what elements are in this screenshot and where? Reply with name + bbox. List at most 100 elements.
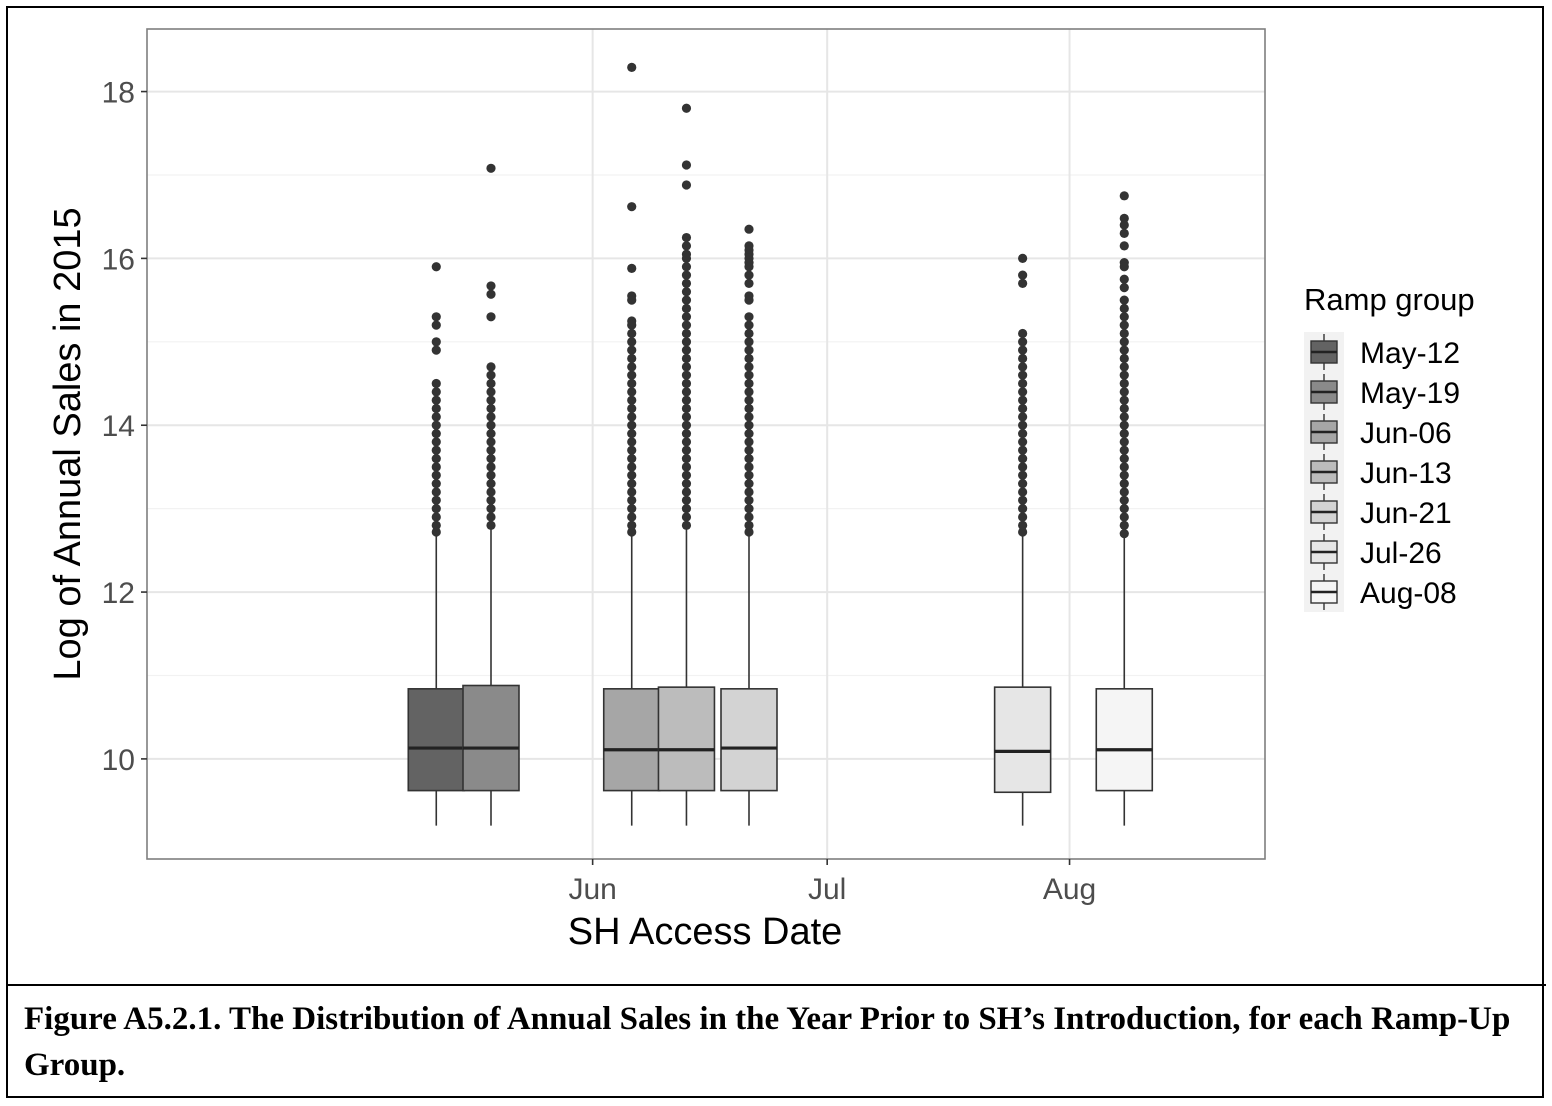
outlier-point [1119,362,1129,372]
outlier-point [681,328,692,339]
outlier-point [1119,403,1129,414]
legend-label: Aug-08 [1360,577,1457,610]
iqr-box [993,686,1052,794]
box-jun-21 [720,224,778,826]
outlier-point [1018,462,1028,472]
outlier-point [744,395,754,405]
outlier-point [1119,320,1129,330]
y-axis-title: Log of Annual Sales in 2015 [47,207,89,680]
outlier-point [1018,520,1028,530]
outlier-point [627,445,637,455]
outlier-point [1119,262,1129,272]
legend-item-jun-21: Jun-21 [1304,492,1452,532]
outlier-point [486,163,496,173]
outlier-point [681,345,692,355]
outlier-point [681,445,692,455]
outlier-point [627,479,637,489]
outlier-point [681,253,692,263]
outlier-point [744,262,754,272]
outlier-point [1119,328,1129,339]
outlier-point [431,495,441,505]
outlier-point [1119,213,1129,223]
outlier-point [431,470,441,480]
outlier-point [627,378,637,389]
outlier-point [431,420,441,430]
outlier-point [486,495,496,505]
outlier-point [431,412,441,422]
outlier-point [627,470,637,480]
outlier-point [1119,445,1129,455]
marks-layer [407,62,1154,826]
x-tick-label: Jun [568,873,616,906]
outlier-point [431,262,441,272]
outlier-point [431,487,441,497]
x-axis-ticks: Jun Jul Aug [568,859,1096,906]
outlier-point [627,420,637,430]
outlier-point [486,445,496,455]
iqr-box [602,688,661,792]
outlier-point [1119,520,1129,530]
outlier-point [1119,191,1129,201]
outlier-point [1018,328,1028,339]
outlier-point [1018,378,1028,389]
outlier-point [431,337,441,347]
y-tick-label: 12 [102,577,135,610]
outlier-point [744,370,754,380]
outlier-point [431,527,441,537]
outlier-point [1119,529,1129,539]
outlier-point [1018,437,1028,447]
outlier-point [681,512,692,522]
legend-label: Jun-13 [1360,457,1452,490]
outlier-point [431,479,441,489]
figure-frame [6,6,1544,1098]
outlier-point [1119,479,1129,489]
outlier-point [1018,395,1028,405]
outlier-point [681,160,692,170]
outlier-point [681,270,692,280]
outlier-point [431,453,441,464]
outlier-point [681,378,692,389]
outlier-point [681,387,692,397]
outlier-point [744,362,754,372]
outlier-point [1018,387,1028,397]
outlier-point [627,453,637,464]
outlier-point [431,504,441,514]
outlier-point [486,312,496,322]
outlier-point [1119,295,1129,305]
outlier-point [1018,420,1028,430]
y-axis-ticks: 10 12 14 16 18 [102,77,147,777]
outlier-point [681,437,692,447]
outlier-point [681,412,692,422]
outlier-point [1119,495,1129,505]
outlier-point [627,412,637,422]
outlier-point [744,504,754,514]
outlier-point [486,370,496,380]
outlier-point [627,512,637,522]
outlier-point [1018,527,1028,537]
outlier-point [486,387,496,397]
outlier-point [744,520,754,530]
outlier-point [1018,470,1028,480]
outlier-point [744,278,754,289]
outlier-point [431,403,441,414]
outlier-point [744,479,754,489]
outlier-point [1018,453,1028,464]
outlier-point [681,462,692,472]
x-tick-label: Aug [1043,873,1096,906]
outlier-point [1018,270,1028,280]
outlier-point [1119,353,1129,364]
outlier-point [681,278,692,289]
outlier-point [681,303,692,314]
outlier-point [1018,337,1028,347]
outlier-point [681,453,692,464]
outlier-point [1018,370,1028,380]
grid-layer [147,29,1265,859]
outlier-point [744,412,754,422]
outlier-point [1119,282,1129,293]
outlier-point [681,103,692,113]
outlier-point [627,387,637,397]
outlier-point [1119,395,1129,405]
box-jun-06 [602,62,661,826]
outlier-point [744,462,754,472]
outlier-point [627,428,637,439]
